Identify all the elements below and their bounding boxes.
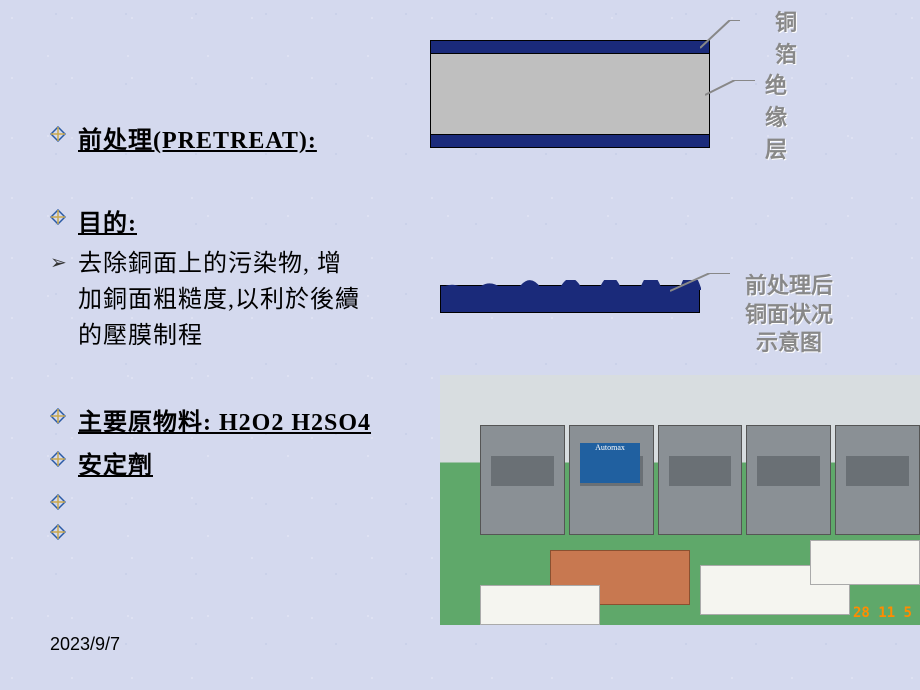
rough-caption-l3: 示意图 [745, 329, 833, 358]
diamond-bullet-icon [50, 126, 66, 142]
diamond-bullet-icon [50, 451, 66, 467]
copper-bottom-layer [430, 134, 710, 148]
factory-photo: Automax 28 11 5 [440, 375, 920, 625]
row-empty2 [50, 518, 450, 540]
rough-surface-diagram [440, 285, 700, 313]
heading-pretreat: 前处理(PRETREAT): [78, 120, 317, 155]
copper-top-layer [430, 40, 710, 54]
purpose-line3: 的壓膜制程 [78, 318, 360, 354]
heading-purpose: 目的: [78, 203, 137, 238]
callout-line-icon [700, 20, 740, 50]
purpose-line1: 去除銅面上的污染物, 增 [78, 246, 360, 282]
layer-diagram: 铜箔 绝缘层 [430, 40, 730, 148]
automax-sign: Automax [580, 443, 640, 483]
rough-surface-icon [441, 280, 701, 290]
row-purpose: 目的: [50, 203, 450, 238]
pallet [480, 585, 600, 625]
row-purpose-detail: ➢ 去除銅面上的污染物, 增 加銅面粗糙度,以利於後續 的壓膜制程 [50, 246, 450, 354]
diamond-bullet-icon [50, 524, 66, 540]
machine-unit [658, 425, 743, 535]
purpose-line2: 加銅面粗糙度,以利於後續 [78, 282, 360, 318]
heading-stabilizer: 安定劑 [78, 445, 153, 480]
footer-date: 2023/9/7 [50, 634, 120, 655]
text-content: 前处理(PRETREAT): 目的: ➢ 去除銅面上的污染物, 增 加銅面粗糙度… [50, 120, 450, 548]
diamond-bullet-icon [50, 494, 66, 510]
arrow-bullet-icon: ➢ [50, 250, 66, 275]
pallet [810, 540, 920, 585]
label-copper: 铜箔 [775, 5, 797, 69]
machine-row [480, 425, 920, 535]
rough-bar [440, 285, 700, 313]
rough-caption: 前处理后 铜面状况 示意图 [745, 272, 833, 358]
machine-unit [746, 425, 831, 535]
machine-unit [835, 425, 920, 535]
rough-caption-l1: 前处理后 [745, 272, 833, 301]
insulation-layer [430, 54, 710, 134]
machine-unit [480, 425, 565, 535]
heading-materials: 主要原物料: H2O2 H2SO4 [78, 402, 371, 437]
callout-line-icon [670, 273, 730, 293]
diamond-bullet-icon [50, 408, 66, 424]
photo-date-stamp: 28 11 5 [853, 605, 912, 621]
row-empty1 [50, 488, 450, 510]
rough-caption-l2: 铜面状况 [745, 301, 833, 330]
layer-stack [430, 40, 710, 148]
row-materials: 主要原物料: H2O2 H2SO4 [50, 402, 450, 437]
row-pretreat: 前处理(PRETREAT): [50, 120, 450, 155]
diamond-bullet-icon [50, 209, 66, 225]
label-insulation: 绝缘层 [765, 68, 787, 164]
row-stabilizer: 安定劑 [50, 445, 450, 480]
callout-line-icon [705, 80, 755, 110]
